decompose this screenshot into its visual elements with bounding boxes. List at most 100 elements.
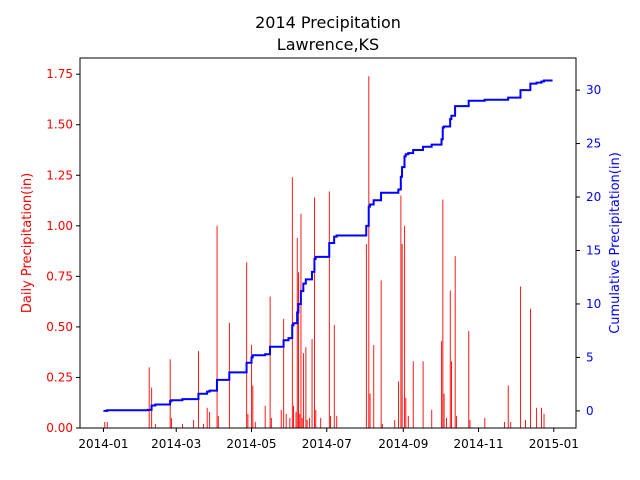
daily-bar	[333, 324, 335, 428]
right-y-tick-label: 15	[586, 243, 601, 257]
x-tick-label: 2014-11	[453, 437, 503, 451]
daily-bar	[510, 421, 512, 428]
cumulative-line	[103, 79, 553, 412]
x-axis: 2014-01 2014-03 2014-05 2014-07 2014-09 2014-…	[78, 428, 579, 451]
daily-bar	[309, 417, 311, 428]
daily-bar	[251, 345, 253, 428]
daily-bar	[397, 381, 399, 428]
daily-bar	[264, 405, 266, 428]
daily-bar	[300, 213, 302, 428]
x-tick-label: 2014-07	[302, 437, 352, 451]
left-y-tick-label: 0.00	[46, 421, 73, 435]
daily-bar	[301, 417, 303, 428]
daily-bar	[217, 415, 219, 428]
daily-bar	[404, 225, 406, 428]
daily-bar	[247, 413, 249, 428]
daily-bar	[305, 347, 307, 428]
left-y-tick-label: 1.25	[46, 168, 73, 182]
daily-bar	[455, 415, 457, 428]
daily-bar	[543, 413, 545, 428]
daily-bar	[306, 419, 308, 428]
daily-bar	[246, 262, 248, 428]
daily-bar	[468, 330, 470, 428]
daily-bar	[311, 339, 313, 428]
daily-bar	[541, 407, 542, 428]
daily-bar	[283, 318, 285, 428]
right-y-tick-label: 20	[586, 190, 601, 204]
daily-bar	[320, 417, 322, 428]
daily-bar	[454, 256, 456, 428]
x-tick-label: 2014-01	[78, 437, 128, 451]
daily-bar	[368, 76, 370, 428]
daily-bar	[299, 413, 301, 428]
x-tick-label: 2014-03	[151, 437, 201, 451]
daily-bar	[405, 397, 407, 428]
daily-bar	[401, 244, 403, 428]
right-y-tick-label: 25	[586, 137, 601, 151]
daily-bar	[315, 409, 317, 428]
right-y-tick-label: 5	[586, 350, 594, 364]
plot-frame	[79, 57, 577, 429]
daily-bar	[285, 413, 287, 428]
daily-bar	[530, 308, 531, 428]
daily-bar	[441, 341, 443, 428]
daily-bar	[252, 385, 254, 428]
daily-bar	[369, 393, 371, 428]
daily-bar	[154, 423, 156, 428]
left-y-tick-label: 0.50	[46, 320, 73, 334]
x-tick-label: 2014-05	[226, 437, 276, 451]
left-y-axis: 0.00 0.25 0.50 0.75 1.00 1.25 1.50 1.75	[46, 67, 80, 435]
right-y-tick-label: 0	[586, 404, 594, 418]
x-tick-label: 2015-01	[529, 437, 579, 451]
left-y-tick-label: 1.50	[46, 118, 73, 132]
left-y-tick-label: 1.75	[46, 67, 73, 81]
daily-bar	[400, 195, 402, 428]
daily-bar	[365, 244, 367, 428]
daily-bar	[520, 286, 522, 428]
daily-bar	[169, 359, 171, 428]
daily-bar	[536, 407, 538, 428]
daily-bar	[209, 411, 211, 428]
daily-bar	[525, 419, 526, 428]
daily-bar	[280, 409, 282, 428]
daily-bar	[469, 419, 471, 428]
daily-bar	[104, 421, 106, 428]
daily-bar	[182, 423, 183, 428]
right-y-tick-label: 30	[586, 83, 601, 97]
daily-bar	[296, 237, 298, 428]
daily-bar	[216, 225, 218, 428]
daily-bar	[443, 393, 445, 428]
x-tick-label: 2014-09	[378, 437, 428, 451]
right-y-axis: 0 5 10 15 20 25 30	[576, 83, 601, 418]
daily-bar	[295, 411, 297, 428]
daily-bar	[336, 415, 338, 428]
daily-bar	[270, 417, 272, 428]
right-y-tick-label: 10	[586, 297, 601, 311]
daily-bar	[373, 345, 375, 428]
daily-bar	[381, 423, 383, 428]
right-axis-label: Cumulative Precipitation(in)	[608, 152, 623, 334]
daily-bar	[269, 296, 271, 428]
left-y-tick-label: 1.00	[46, 219, 73, 233]
daily-bar	[298, 272, 299, 428]
daily-bar	[328, 191, 330, 428]
left-y-tick-label: 0.75	[46, 269, 73, 283]
chart-subtitle: Lawrence,KS	[277, 35, 379, 54]
daily-bar	[407, 415, 409, 428]
daily-bar	[293, 405, 294, 428]
daily-bar	[449, 290, 451, 428]
daily-bar	[206, 407, 208, 428]
daily-bar	[394, 419, 396, 428]
daily-bar	[106, 421, 108, 428]
daily-bar	[330, 415, 332, 428]
left-y-tick-label: 0.25	[46, 370, 73, 384]
daily-bar	[291, 177, 293, 428]
daily-bar	[170, 417, 172, 428]
daily-bar	[446, 417, 447, 428]
left-axis-label: Daily Precipitation(in)	[20, 173, 35, 313]
daily-bar	[203, 423, 204, 428]
daily-bar	[422, 361, 424, 428]
daily-bar	[507, 385, 509, 428]
